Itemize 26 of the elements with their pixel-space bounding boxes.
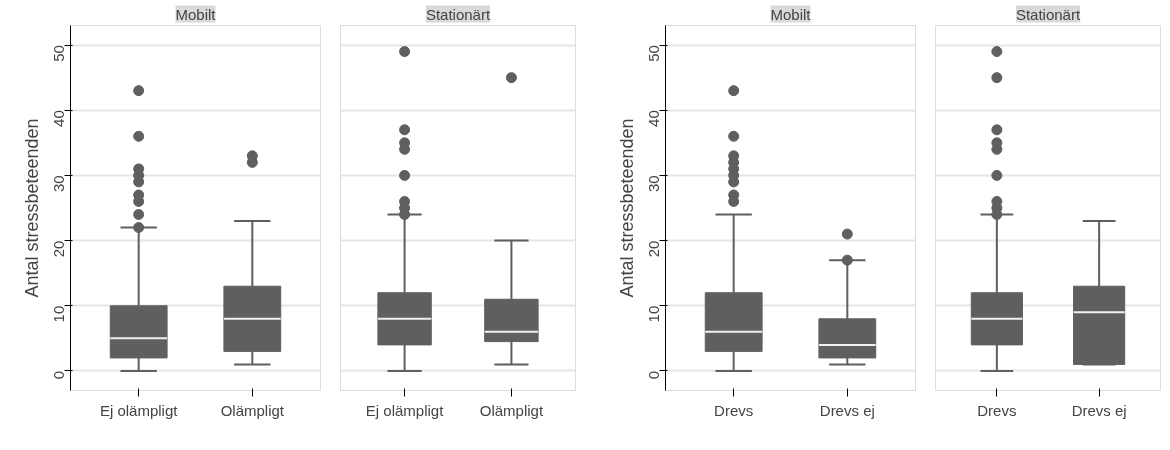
x-tick-label: Ej olämpligt: [99, 401, 179, 419]
y-axis-title: Antal stressbeteenden: [21, 118, 42, 298]
x-tick-label: Olämpligt: [479, 401, 544, 419]
chart-title: Stationärt: [1015, 5, 1081, 23]
x-tick-label: Olämpligt: [220, 401, 285, 419]
y-tick-label: 50: [645, 45, 663, 62]
chart-title: Stationärt: [425, 5, 491, 23]
chart-title: Mobilt: [770, 5, 812, 23]
y-tick-label: 20: [645, 240, 663, 258]
y-tick-label: 20: [50, 240, 68, 258]
x-tick-label: Drevs ej: [819, 401, 875, 419]
x-tick-label: Drevs ej: [1071, 401, 1127, 419]
y-axis-title: Antal stressbeteenden: [616, 118, 637, 298]
y-tick-label: 30: [645, 175, 663, 193]
x-tick-label: Drevs: [977, 401, 1017, 419]
y-tick-label: 0: [645, 370, 663, 380]
y-tick-label: 30: [50, 175, 68, 193]
y-tick-label: 10: [50, 305, 68, 323]
y-tick-label: 50: [50, 45, 68, 62]
x-tick-label: Ej olämpligt: [365, 401, 445, 419]
x-tick-label: Drevs: [714, 401, 754, 419]
y-tick-label: 40: [50, 110, 68, 127]
y-tick-label: 40: [645, 110, 663, 127]
y-tick-label: 10: [645, 305, 663, 323]
chart-title: Mobilt: [175, 5, 217, 23]
y-tick-label: 0: [50, 370, 68, 380]
